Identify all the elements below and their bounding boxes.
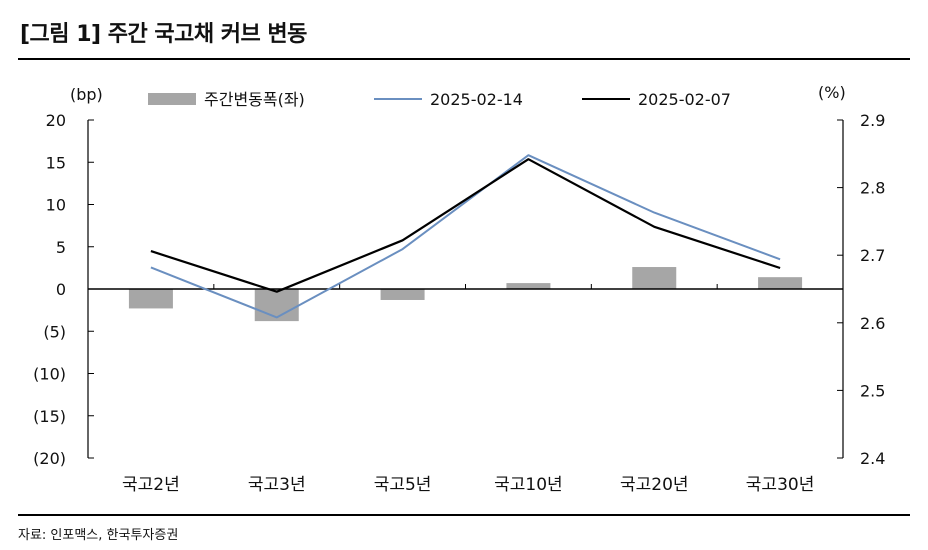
left-axis-tick-label: 0 (56, 280, 66, 299)
left-axis-tick-label: 10 (46, 196, 66, 215)
top-rule (18, 58, 910, 60)
bar (128, 289, 173, 309)
legend-label: 2025-02-07 (638, 90, 731, 109)
series-line (150, 154, 781, 319)
bar (758, 277, 803, 289)
right-axis-tick-label: 2.4 (860, 449, 885, 468)
bar (380, 289, 425, 300)
right-axis-tick-label: 2.5 (860, 381, 885, 400)
category-label: 국고10년 (494, 475, 563, 495)
right-axis-tick-label: 2.6 (860, 314, 885, 333)
figure-title: [그림 1] 주간 국고채 커브 변동 (20, 22, 307, 47)
left-axis-tick-label: (10) (33, 365, 66, 384)
category-label: 국고20년 (620, 475, 689, 495)
series-line (150, 158, 781, 293)
legend-label: 2025-02-14 (430, 90, 523, 109)
bar (506, 283, 551, 289)
source-note: 자료: 인포맥스, 한국투자증권 (18, 528, 179, 543)
left-axis-tick-label: 5 (56, 238, 66, 257)
left-axis-unit: (bp) (70, 85, 103, 104)
left-axis-tick-label: (15) (33, 407, 66, 426)
left-axis-tick-label: (20) (33, 449, 66, 468)
legend-swatch-bar (148, 93, 196, 105)
right-axis-unit: (%) (818, 83, 846, 102)
category-label: 국고3년 (248, 475, 306, 495)
right-axis-tick-label: 2.9 (860, 111, 885, 130)
left-axis-tick-label: 20 (46, 111, 66, 130)
category-label: 국고2년 (122, 475, 180, 495)
left-axis-tick-label: (5) (43, 322, 66, 341)
bar (254, 289, 299, 322)
category-label: 국고5년 (374, 475, 432, 495)
right-axis-tick-label: 2.7 (860, 246, 885, 265)
category-label: 국고30년 (746, 475, 815, 495)
bar (632, 267, 677, 289)
legend-label: 주간변동폭(좌) (204, 90, 305, 109)
left-axis-tick-label: 15 (46, 153, 66, 172)
bottom-rule (18, 514, 910, 516)
right-axis-tick-label: 2.8 (860, 179, 885, 198)
